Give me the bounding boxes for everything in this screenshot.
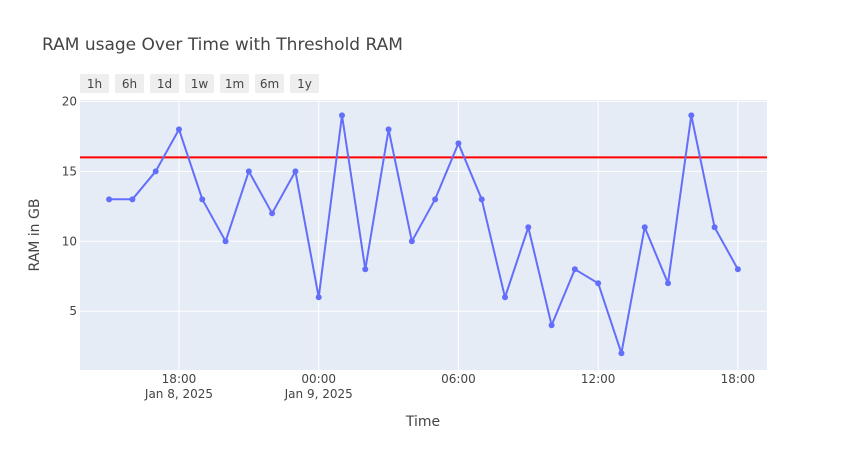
data-point[interactable]: [432, 196, 439, 203]
data-point[interactable]: [641, 224, 648, 231]
y-tick-label: 15: [62, 164, 77, 178]
range-button-6m[interactable]: 6m: [255, 74, 284, 93]
data-point[interactable]: [292, 168, 299, 175]
x-tick-date: Jan 9, 2025: [284, 387, 353, 401]
data-point[interactable]: [245, 168, 252, 175]
data-point[interactable]: [222, 238, 229, 245]
x-tick-time: 00:00: [301, 372, 336, 386]
x-tick-time: 18:00: [721, 372, 756, 386]
y-tick-label: 5: [69, 304, 77, 318]
series-line: [109, 114, 739, 355]
range-button-label: 1y: [297, 77, 312, 91]
data-point[interactable]: [711, 224, 718, 231]
data-point[interactable]: [548, 322, 555, 329]
range-button-bg: [115, 74, 144, 93]
data-point[interactable]: [502, 294, 509, 301]
x-tick-time: 18:00: [162, 372, 197, 386]
range-button-1h[interactable]: 1h: [80, 74, 109, 93]
data-point[interactable]: [734, 266, 741, 273]
data-point[interactable]: [385, 126, 392, 133]
data-point[interactable]: [106, 196, 113, 203]
data-point[interactable]: [269, 210, 276, 217]
range-button-1w[interactable]: 1w: [185, 74, 214, 93]
range-button-bg: [220, 74, 249, 93]
data-point[interactable]: [665, 280, 672, 287]
data-point[interactable]: [525, 224, 532, 231]
series-ram-usage: [106, 112, 741, 357]
x-axis-label: Time: [405, 414, 440, 430]
data-point[interactable]: [688, 112, 695, 119]
y-tick-label: 10: [62, 234, 77, 248]
range-button-bg: [290, 74, 319, 93]
data-point[interactable]: [152, 168, 159, 175]
data-point[interactable]: [408, 238, 415, 245]
data-point[interactable]: [362, 266, 369, 273]
data-point[interactable]: [129, 196, 136, 203]
x-tick-date: Jan 8, 2025: [144, 387, 213, 401]
range-button-label: 6h: [122, 77, 137, 91]
range-button-label: 1m: [225, 77, 244, 91]
data-point[interactable]: [199, 196, 206, 203]
range-button-label: 6m: [260, 77, 279, 91]
data-point[interactable]: [175, 126, 182, 133]
range-button-1y[interactable]: 1y: [290, 74, 319, 93]
range-button-1m[interactable]: 1m: [220, 74, 249, 93]
y-axis-ticks: 5 10 15 20: [62, 94, 77, 318]
data-point[interactable]: [338, 112, 345, 119]
chart-title: RAM usage Over Time with Threshold RAM: [42, 35, 403, 55]
grid-lines: [80, 100, 767, 370]
range-selector: 1h 6h 1d 1w 1m 6m 1y: [80, 74, 319, 93]
data-point[interactable]: [455, 140, 462, 147]
data-point[interactable]: [618, 350, 625, 357]
range-button-label: 1w: [191, 77, 209, 91]
range-button-1d[interactable]: 1d: [150, 74, 179, 93]
range-button-6h[interactable]: 6h: [115, 74, 144, 93]
x-tick-time: 12:00: [581, 372, 616, 386]
range-button-label: 1d: [157, 77, 172, 91]
range-button-bg: [80, 74, 109, 93]
y-axis-label: RAM in GB: [27, 199, 43, 272]
range-button-bg: [255, 74, 284, 93]
range-button-bg: [185, 74, 214, 93]
plot-area: [80, 100, 767, 370]
data-point[interactable]: [315, 294, 322, 301]
range-button-label: 1h: [87, 77, 102, 91]
range-button-bg: [150, 74, 179, 93]
y-tick-label: 20: [62, 94, 77, 108]
data-point[interactable]: [595, 280, 602, 287]
data-point[interactable]: [478, 196, 485, 203]
data-point[interactable]: [571, 266, 578, 273]
x-tick-time: 06:00: [441, 372, 476, 386]
